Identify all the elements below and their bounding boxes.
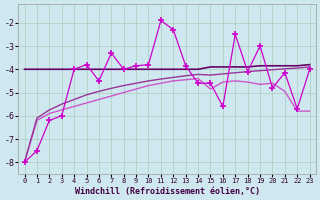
X-axis label: Windchill (Refroidissement éolien,°C): Windchill (Refroidissement éolien,°C) bbox=[75, 187, 260, 196]
